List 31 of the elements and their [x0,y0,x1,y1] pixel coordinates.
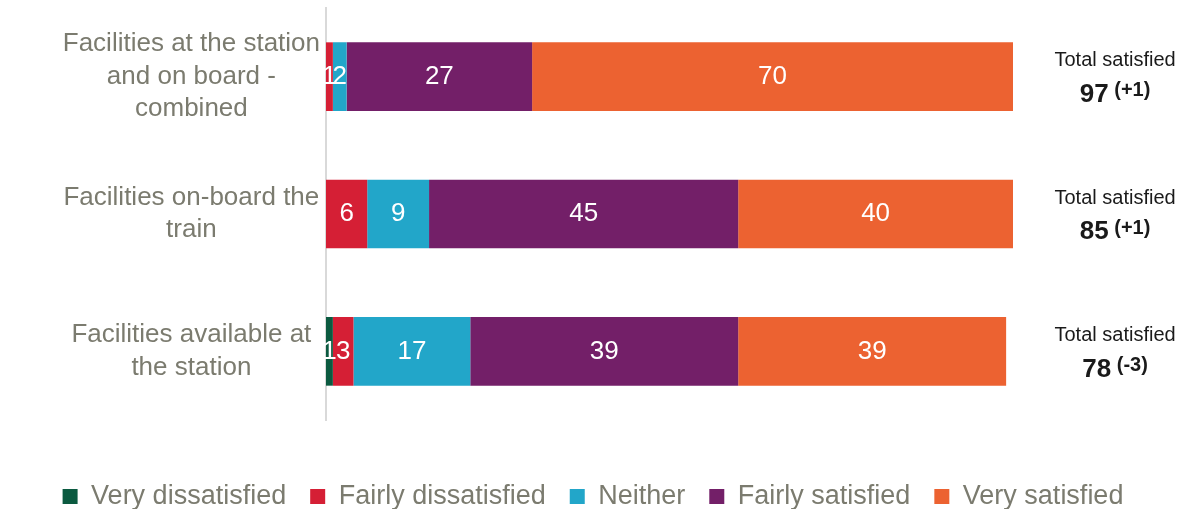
bar [367,179,430,249]
bar [429,179,739,249]
bar [353,317,471,386]
data-label: 39 [589,334,619,365]
bar [532,42,1013,111]
data-label: 27 [424,59,454,90]
legend-label: Fairly satisfied [737,479,911,509]
y-tick-label: Facilities on-board the train [63,180,320,244]
text: Total satisfied 97 (+1) [1054,48,1176,108]
data-label: 45 [569,197,599,228]
bar [470,317,739,386]
data-label: 17 [397,334,427,365]
bar [332,42,347,111]
bar [346,42,533,111]
legend-label: Fairly dissatisfied [338,479,546,509]
data-label: 9 [390,197,406,228]
data-label: 6 [339,197,354,228]
bar [326,179,368,249]
legend-label: Neither [598,479,686,509]
bar [738,179,1013,249]
text: Total satisfied 78 (-3) [1054,322,1176,383]
y-tick-label: Facilities at the station and on board - combined [62,27,320,123]
legend-label: Very satisfied [962,479,1124,509]
data-label: 40 [861,197,891,228]
data-label: 70 [758,59,788,90]
legend-label: Very dissatisfied [91,479,287,509]
data-label: 39 [857,334,887,365]
y-tick-label: Facilities available at the station [71,318,313,381]
data-label: 3 [335,334,351,365]
bar [738,317,1007,386]
text: Total satisfied 85 (+1) [1054,185,1176,246]
